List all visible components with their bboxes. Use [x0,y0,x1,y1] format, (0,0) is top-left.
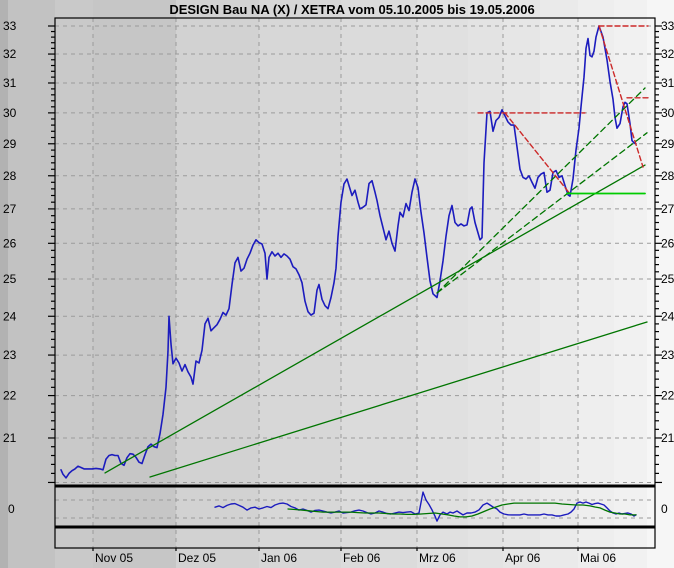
month-band [540,0,578,568]
indicator-slow-line [287,502,637,518]
decline-dashed-from-30-line [504,112,571,195]
indicator-zero-label-right: 0 [661,502,668,516]
trendline-support-upper-line [104,164,646,474]
x-axis-month-label: Jan 06 [261,551,297,565]
indicator-fast-line [214,491,637,522]
y-axis-label-right: 23 [661,348,674,362]
trendline-support-lower-line [149,321,648,478]
y-axis-label-left: 28 [3,169,17,183]
month-band [578,0,614,568]
month-band [614,0,647,568]
plot-frame [54,17,656,549]
x-axis-month-label: Mrz 06 [419,551,456,565]
y-axis-label-right: 32 [661,47,674,61]
y-axis-label-right: 31 [661,76,674,90]
chart-series [60,25,651,522]
gridlines [55,18,655,548]
y-axis-label-left: 23 [3,348,17,362]
y-axis-label-right: 21 [661,431,674,445]
y-axis-label-right: 28 [661,169,674,183]
y-axis-label-right: 27 [661,202,674,216]
month-band [0,0,8,568]
y-axis-label-left: 32 [3,47,17,61]
y-axis-label-left: 27 [3,202,17,216]
decline-dashed-from-33-line [598,25,644,168]
y-axis-label-right: 25 [661,272,674,286]
month-band [259,0,341,568]
y-axis-label-right: 22 [661,389,674,403]
y-axis-label-left: 31 [3,76,17,90]
y-axis-label-left: 33 [3,19,17,33]
chart-title: DESIGN Bau NA (X) / XETRA vom 05.10.2005… [169,2,534,17]
month-band [468,0,503,568]
y-axis-label-left: 30 [3,106,17,120]
y-axis-label-left: 21 [3,431,17,445]
month-band [341,0,417,568]
x-axis-month-label: Mai 06 [580,551,616,565]
y-axis-label-right: 30 [661,106,674,120]
axis-labels: 33 33 32 32 31 31 30 30 29 29 28 28 27 27 26 26 25 25 24 24… [3,19,674,565]
x-axis-month-label: Apr 06 [505,551,541,565]
y-axis-label-right: 29 [661,137,674,151]
x-axis-month-label: Dez 05 [178,551,216,565]
x-axis-month-label: Feb 06 [343,551,381,565]
channel-dashed-upper-line [436,87,646,294]
y-axis-label-right: 26 [661,236,674,250]
channel-dashed-lower-line [436,132,648,294]
month-band [55,0,93,568]
y-axis-label-left: 25 [3,272,17,286]
month-band [8,0,55,568]
y-axis-label-right: 33 [661,19,674,33]
y-axis-label-left: 26 [3,236,17,250]
axes-and-ticks [48,17,662,551]
y-axis-label-right: 24 [661,309,674,323]
y-axis-label-left: 24 [3,309,17,323]
month-band [503,0,540,568]
y-axis-label-left: 29 [3,137,17,151]
month-band [647,0,674,568]
x-axis-month-label: Nov 05 [95,551,133,565]
indicator-zero-label-left: 0 [8,502,15,516]
month-band [176,0,259,568]
y-axis-label-left: 22 [3,389,17,403]
month-band [417,0,468,568]
